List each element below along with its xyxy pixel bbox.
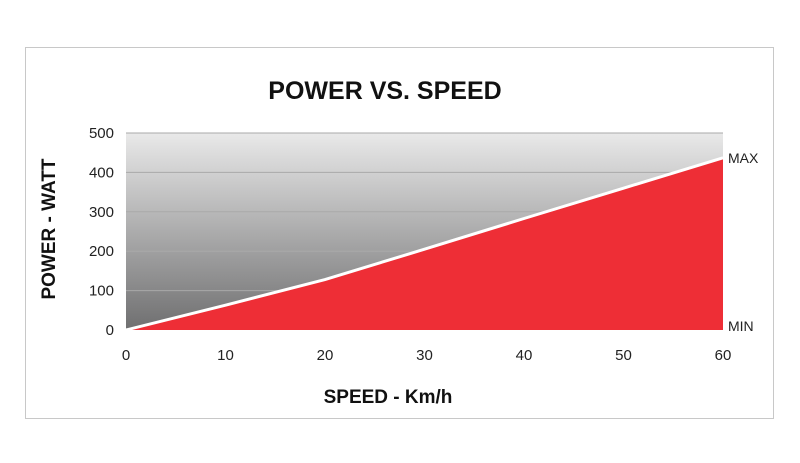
y-tick-label: 0 [106, 322, 114, 339]
x-tick-label: 20 [317, 347, 334, 364]
y-tick-label: 200 [89, 243, 114, 260]
annotation-max: MAX [728, 150, 759, 166]
x-tick-label: 0 [122, 347, 130, 364]
y-tick-label: 400 [89, 164, 114, 181]
power-line [125, 156, 724, 332]
annotation-min: MIN [728, 318, 754, 334]
x-tick-label: 30 [416, 347, 433, 364]
y-axis-title: POWER - WATT [39, 158, 60, 299]
x-tick-label: 60 [715, 347, 732, 364]
x-axis-title: SPEED - Km/h [324, 387, 453, 408]
y-tick-label: 100 [89, 283, 114, 300]
annotations: MAX MIN [728, 150, 759, 334]
y-tick-label: 300 [89, 204, 114, 221]
y-axis-ticks: 0 100 200 300 400 500 [89, 125, 114, 339]
power-area [126, 157, 723, 330]
chart-title: POWER VS. SPEED [268, 77, 501, 105]
x-tick-label: 50 [615, 347, 632, 364]
x-tick-label: 10 [217, 347, 234, 364]
x-axis-ticks: 0 10 20 30 40 50 60 [122, 347, 732, 364]
y-tick-label: 500 [89, 125, 114, 142]
x-tick-label: 40 [516, 347, 533, 364]
